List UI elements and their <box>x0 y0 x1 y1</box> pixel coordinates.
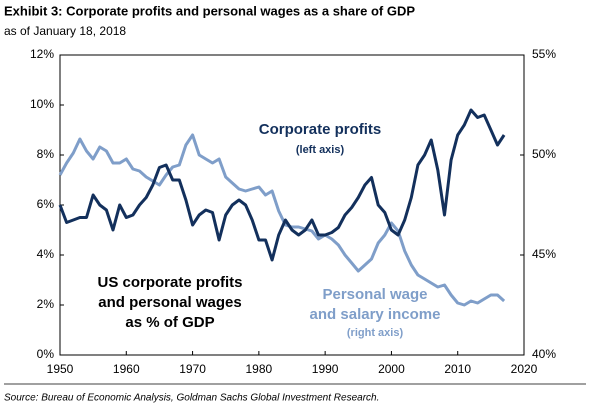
x-tick-label: 1980 <box>246 362 273 376</box>
y-tick-label: 8% <box>37 147 55 161</box>
series-line <box>58 133 506 307</box>
annotation: Personal wage <box>322 286 427 303</box>
annotation: US corporate profits <box>97 274 242 291</box>
y-tick-label: 0% <box>37 347 55 361</box>
chart-title: Exhibit 3: Corporate profits and persona… <box>4 3 415 18</box>
source: Source: Bureau of Economic Analysis, Gol… <box>4 393 379 404</box>
annotation: (right axis) <box>347 327 404 339</box>
series-line <box>58 108 506 262</box>
x-tick-label: 1960 <box>113 362 140 376</box>
x-tick-label: 2010 <box>444 362 471 376</box>
annotation: and salary income <box>310 306 441 323</box>
annotation: (left axis) <box>296 144 345 156</box>
y-tick-label: 10% <box>30 97 54 111</box>
y-tick-label: 6% <box>37 197 55 211</box>
x-tick-label: 1990 <box>312 362 339 376</box>
x-tick-label: 1970 <box>179 362 206 376</box>
annotation: as % of GDP <box>125 314 214 331</box>
annotation: Corporate profits <box>259 121 382 138</box>
x-tick-label: 1950 <box>47 362 74 376</box>
y2-tick-label: 45% <box>532 247 556 261</box>
y2-tick-label: 55% <box>532 47 556 61</box>
y2-tick-label: 40% <box>532 347 556 361</box>
x-tick-label: 2000 <box>378 362 405 376</box>
y-tick-label: 12% <box>30 47 54 61</box>
x-tick-label: 2020 <box>511 362 538 376</box>
y2-tick-label: 50% <box>532 147 556 161</box>
chart-subtitle: as of January 18, 2018 <box>4 24 126 38</box>
y-tick-label: 2% <box>37 297 55 311</box>
y-tick-label: 4% <box>37 247 55 261</box>
annotation: and personal wages <box>98 294 241 311</box>
